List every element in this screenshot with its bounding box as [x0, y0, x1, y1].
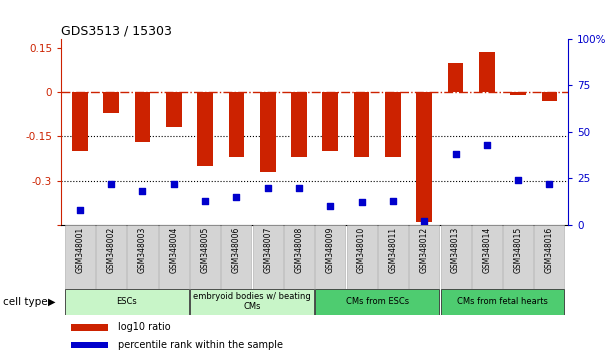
Bar: [315, 225, 345, 289]
Text: GSM348008: GSM348008: [295, 227, 304, 273]
Point: [263, 185, 273, 190]
Bar: [409, 225, 439, 289]
Text: GSM348013: GSM348013: [451, 227, 460, 273]
Bar: [72, 92, 88, 151]
Point: [482, 142, 492, 148]
Bar: [128, 225, 158, 289]
Text: cell type: cell type: [3, 297, 48, 307]
Bar: [441, 289, 565, 315]
Bar: [71, 324, 108, 331]
Text: GSM348002: GSM348002: [107, 227, 115, 273]
Bar: [65, 225, 95, 289]
Bar: [221, 225, 252, 289]
Bar: [166, 92, 181, 127]
Bar: [190, 225, 220, 289]
Point: [137, 188, 147, 194]
Bar: [96, 225, 126, 289]
Point: [451, 151, 461, 157]
Bar: [315, 289, 439, 315]
Bar: [535, 225, 565, 289]
Point: [544, 181, 554, 187]
Text: GSM348006: GSM348006: [232, 227, 241, 273]
Text: GSM348009: GSM348009: [326, 227, 335, 273]
Text: CMs from ESCs: CMs from ESCs: [346, 297, 409, 306]
Text: GSM348001: GSM348001: [75, 227, 84, 273]
Point: [357, 200, 367, 205]
Bar: [159, 225, 189, 289]
Point: [326, 203, 335, 209]
Bar: [541, 92, 557, 101]
Bar: [510, 92, 526, 95]
Text: log10 ratio: log10 ratio: [118, 322, 170, 332]
Point: [419, 218, 429, 224]
Point: [388, 198, 398, 204]
Text: GSM348015: GSM348015: [514, 227, 522, 273]
Point: [294, 185, 304, 190]
Bar: [472, 225, 502, 289]
Point: [200, 198, 210, 204]
Text: GSM348016: GSM348016: [545, 227, 554, 273]
Text: GSM348014: GSM348014: [482, 227, 491, 273]
Text: ▶: ▶: [48, 297, 56, 307]
Text: GSM348007: GSM348007: [263, 227, 273, 273]
Point: [513, 177, 523, 183]
Text: percentile rank within the sample: percentile rank within the sample: [118, 340, 283, 350]
Bar: [190, 289, 314, 315]
Text: GDS3513 / 15303: GDS3513 / 15303: [61, 25, 172, 38]
Bar: [134, 92, 150, 142]
Text: GSM348012: GSM348012: [420, 227, 429, 273]
Point: [232, 194, 241, 200]
Bar: [448, 63, 463, 92]
Bar: [284, 225, 314, 289]
Bar: [354, 92, 370, 157]
Bar: [441, 225, 470, 289]
Text: GSM348003: GSM348003: [138, 227, 147, 273]
Bar: [378, 225, 408, 289]
Bar: [385, 92, 401, 157]
Text: embryoid bodies w/ beating
CMs: embryoid bodies w/ beating CMs: [193, 292, 311, 312]
Bar: [346, 225, 376, 289]
Bar: [503, 225, 533, 289]
Text: GSM348010: GSM348010: [357, 227, 366, 273]
Bar: [253, 225, 283, 289]
Text: GSM348004: GSM348004: [169, 227, 178, 273]
Point: [169, 181, 178, 187]
Bar: [65, 289, 189, 315]
Bar: [229, 92, 244, 157]
Bar: [197, 92, 213, 166]
Bar: [260, 92, 276, 172]
Text: ESCs: ESCs: [117, 297, 137, 306]
Bar: [71, 342, 108, 348]
Bar: [417, 92, 432, 222]
Bar: [323, 92, 338, 151]
Point: [106, 181, 116, 187]
Text: CMs from fetal hearts: CMs from fetal hearts: [457, 297, 548, 306]
Text: GSM348011: GSM348011: [389, 227, 397, 273]
Bar: [103, 92, 119, 113]
Point: [75, 207, 85, 213]
Bar: [291, 92, 307, 157]
Bar: [479, 52, 495, 92]
Text: GSM348005: GSM348005: [200, 227, 210, 273]
